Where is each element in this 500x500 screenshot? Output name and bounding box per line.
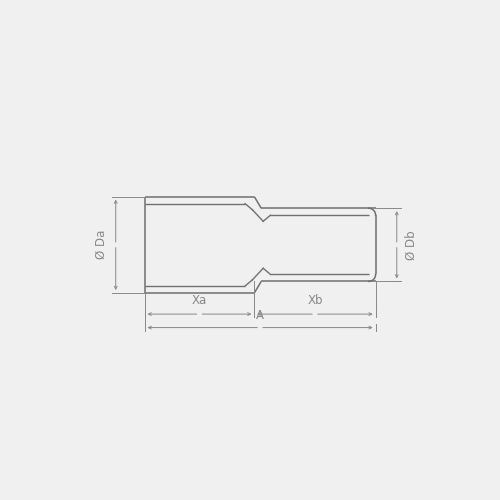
- Text: A: A: [256, 309, 264, 322]
- Text: Ø Db: Ø Db: [405, 230, 418, 260]
- Text: Xa: Xa: [192, 294, 207, 307]
- Text: Xb: Xb: [307, 294, 322, 307]
- Text: Ø Da: Ø Da: [94, 230, 108, 260]
